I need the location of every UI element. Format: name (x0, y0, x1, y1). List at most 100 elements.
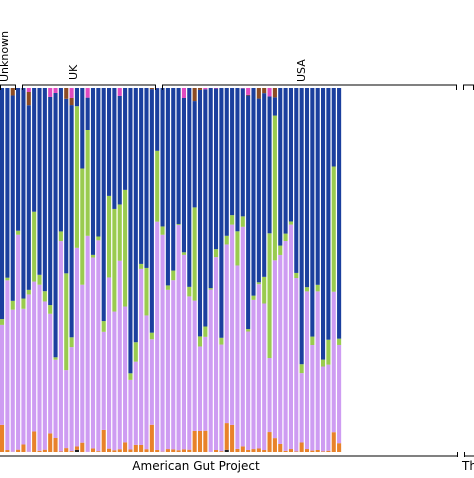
bar-26-segment-0 (139, 445, 143, 452)
bar-15-segment-2 (80, 168, 84, 284)
bar-60-segment-2 (321, 360, 325, 367)
bar-43 (230, 88, 234, 452)
bar-50-segment-2 (268, 233, 272, 358)
bar-54-segment-3 (289, 88, 293, 221)
bar-39-segment-2 (209, 288, 213, 289)
bar-4-segment-2 (21, 299, 25, 309)
bar-44-segment-2 (235, 231, 239, 265)
bar-58-segment-0 (310, 451, 314, 452)
bar-63-segment-1 (337, 345, 341, 443)
bar-52-segment-0 (278, 444, 282, 452)
bar-13-segment-0 (70, 451, 74, 452)
bar-21-segment-2 (112, 209, 116, 312)
bar-21-segment-3 (112, 88, 116, 209)
bar-28-segment-3 (150, 89, 154, 333)
bar-46-segment-0 (246, 450, 250, 452)
bar-4-segment-0 (21, 444, 25, 452)
bar-38-segment-2 (203, 327, 207, 337)
bar-24-segment-3 (128, 88, 132, 373)
bar-11-segment-0 (59, 452, 63, 453)
bar-43-segment-0 (230, 425, 234, 452)
bar-16-segment-3 (86, 98, 90, 130)
bar-61-segment-0 (326, 451, 330, 452)
bar-19-segment-3 (102, 88, 106, 321)
bar-51-segment-1 (273, 260, 277, 438)
bar-8-segment-1 (43, 301, 47, 449)
bar-10-segment-3 (54, 93, 58, 357)
bar-57-segment-3 (305, 88, 309, 287)
bar-20-segment-2 (107, 196, 111, 278)
bar-23-segment-3 (123, 88, 127, 190)
bar-30-segment-1 (161, 235, 165, 452)
bar-44-segment-1 (235, 265, 239, 448)
bar-12 (64, 88, 68, 452)
bar-10-segment-2 (54, 357, 58, 359)
bar-51-segment-2 (273, 116, 277, 261)
bar-14-segment-6 (75, 450, 79, 452)
bar-31 (166, 88, 170, 452)
bar-34-segment-5 (182, 88, 186, 98)
bar-19 (102, 88, 106, 452)
bar-59-segment-0 (316, 450, 320, 452)
bar-2-segment-1 (11, 310, 15, 452)
bar-34-segment-1 (182, 255, 186, 449)
bar-60 (321, 88, 325, 452)
bar-57 (305, 88, 309, 452)
bar-62-segment-3 (332, 88, 336, 166)
bar-0-segment-3 (0, 88, 4, 319)
bar-0-segment-1 (0, 325, 4, 425)
bar-14-segment-0 (75, 446, 79, 449)
bar-50-segment-5 (268, 88, 272, 96)
bar-37-segment-4 (198, 88, 202, 90)
bar-52-segment-3 (278, 88, 282, 246)
bar-35-segment-1 (187, 296, 191, 449)
bar-0 (0, 88, 4, 452)
bar-36-segment-0 (193, 431, 197, 452)
bar-62-segment-2 (332, 166, 336, 291)
bar-24 (128, 88, 132, 452)
bar-51 (273, 88, 277, 452)
bar-14-segment-3 (75, 88, 79, 106)
bar-63 (337, 88, 341, 452)
bar-29-segment-1 (155, 222, 159, 450)
bar-49-segment-4 (262, 88, 266, 93)
bar-3-segment-3 (16, 88, 20, 231)
bar-11-segment-1 (59, 241, 63, 451)
bar-18-segment-1 (96, 240, 100, 451)
bar-34-segment-3 (182, 98, 186, 252)
bar-34-segment-0 (182, 449, 186, 452)
bar-6-segment-3 (32, 88, 36, 212)
bar-37-segment-2 (198, 336, 202, 346)
bar-18 (96, 88, 100, 452)
bar-2-segment-2 (11, 301, 15, 310)
bar-47-segment-3 (251, 88, 255, 296)
bar-37-segment-1 (198, 346, 202, 431)
bar-41-segment-1 (219, 345, 223, 452)
bar-60-segment-3 (321, 88, 325, 360)
bar-58-segment-1 (310, 345, 314, 451)
bar-28 (150, 88, 154, 452)
bar-49-segment-3 (262, 93, 266, 277)
bar-16-segment-1 (86, 236, 90, 452)
bar-59 (316, 88, 320, 452)
bar-54 (289, 88, 293, 452)
bar-53-segment-2 (284, 234, 288, 241)
bar-58-segment-2 (310, 337, 314, 345)
bar-5-segment-4 (27, 92, 31, 105)
bar-12-segment-4 (64, 88, 68, 99)
bar-22-segment-3 (118, 96, 122, 205)
bar-0-segment-2 (0, 319, 4, 325)
bar-24-segment-2 (128, 373, 132, 380)
bar-12-segment-0 (64, 448, 68, 452)
bar-23-segment-1 (123, 307, 127, 443)
bar-57-segment-2 (305, 287, 309, 291)
bar-36 (193, 88, 197, 452)
group-label-usa: USA (295, 59, 308, 82)
bar-6 (32, 88, 36, 452)
bar-13-segment-3 (70, 105, 74, 337)
bar-35 (187, 88, 191, 452)
bar-28-segment-4 (150, 88, 154, 89)
bar-53-segment-0 (284, 451, 288, 452)
bar-61 (326, 88, 330, 452)
